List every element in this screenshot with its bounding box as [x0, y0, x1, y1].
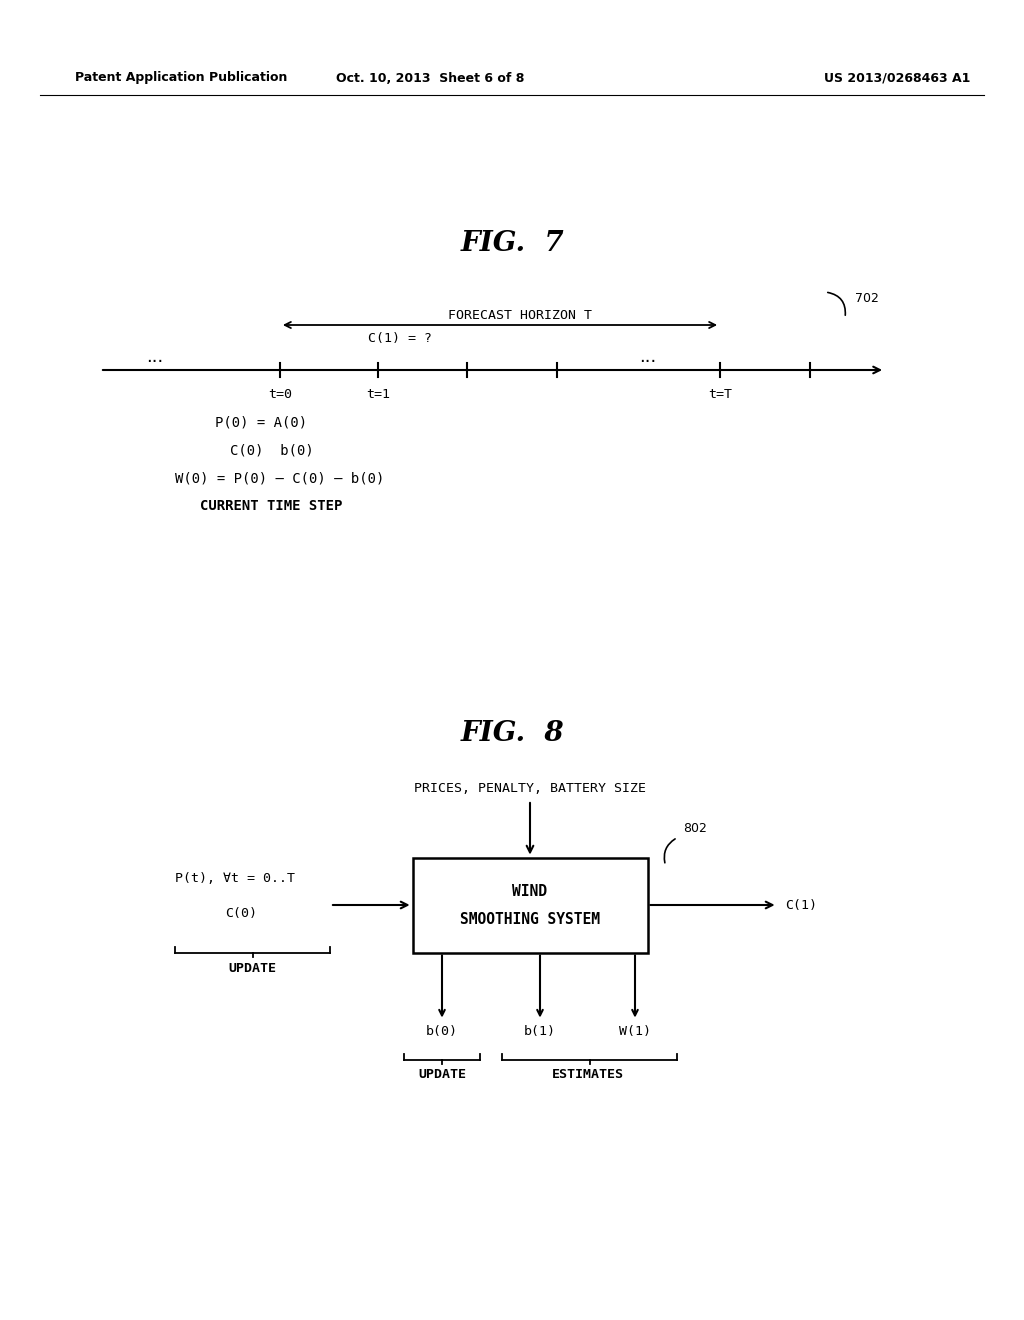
- Text: UPDATE: UPDATE: [418, 1068, 466, 1081]
- Text: ...: ...: [146, 348, 164, 366]
- Text: b(1): b(1): [524, 1026, 556, 1039]
- Text: Oct. 10, 2013  Sheet 6 of 8: Oct. 10, 2013 Sheet 6 of 8: [336, 71, 524, 84]
- Text: SMOOTHING SYSTEM: SMOOTHING SYSTEM: [460, 912, 600, 927]
- Text: W(0) = P(0) – C(0) – b(0): W(0) = P(0) – C(0) – b(0): [175, 471, 384, 484]
- Text: t=T: t=T: [708, 388, 732, 401]
- Bar: [413, 858, 647, 953]
- Text: FIG.  8: FIG. 8: [460, 719, 564, 747]
- Text: US 2013/0268463 A1: US 2013/0268463 A1: [823, 71, 970, 84]
- Text: C(0): C(0): [225, 907, 257, 920]
- Text: Patent Application Publication: Patent Application Publication: [75, 71, 288, 84]
- Text: ...: ...: [639, 348, 656, 366]
- Text: 802: 802: [683, 822, 708, 836]
- Text: CURRENT TIME STEP: CURRENT TIME STEP: [200, 499, 342, 513]
- Text: C(0)  b(0): C(0) b(0): [230, 444, 313, 457]
- Text: PRICES, PENALTY, BATTERY SIZE: PRICES, PENALTY, BATTERY SIZE: [414, 781, 646, 795]
- Text: b(0): b(0): [426, 1026, 458, 1039]
- Text: C(1) = ?: C(1) = ?: [368, 333, 432, 345]
- Text: C(1): C(1): [785, 899, 817, 912]
- Text: 702: 702: [855, 292, 879, 305]
- Text: P(0) = A(0): P(0) = A(0): [215, 414, 307, 429]
- Text: UPDATE: UPDATE: [228, 962, 276, 975]
- Text: t=1: t=1: [366, 388, 390, 401]
- Text: P(t), ∀t = 0..T: P(t), ∀t = 0..T: [175, 873, 295, 886]
- Text: ESTIMATES: ESTIMATES: [552, 1068, 624, 1081]
- Text: t=0: t=0: [268, 388, 292, 401]
- Text: W(1): W(1): [618, 1026, 651, 1039]
- Text: WIND: WIND: [512, 883, 548, 899]
- Text: FORECAST HORIZON T: FORECAST HORIZON T: [449, 309, 592, 322]
- Text: FIG.  7: FIG. 7: [460, 230, 564, 257]
